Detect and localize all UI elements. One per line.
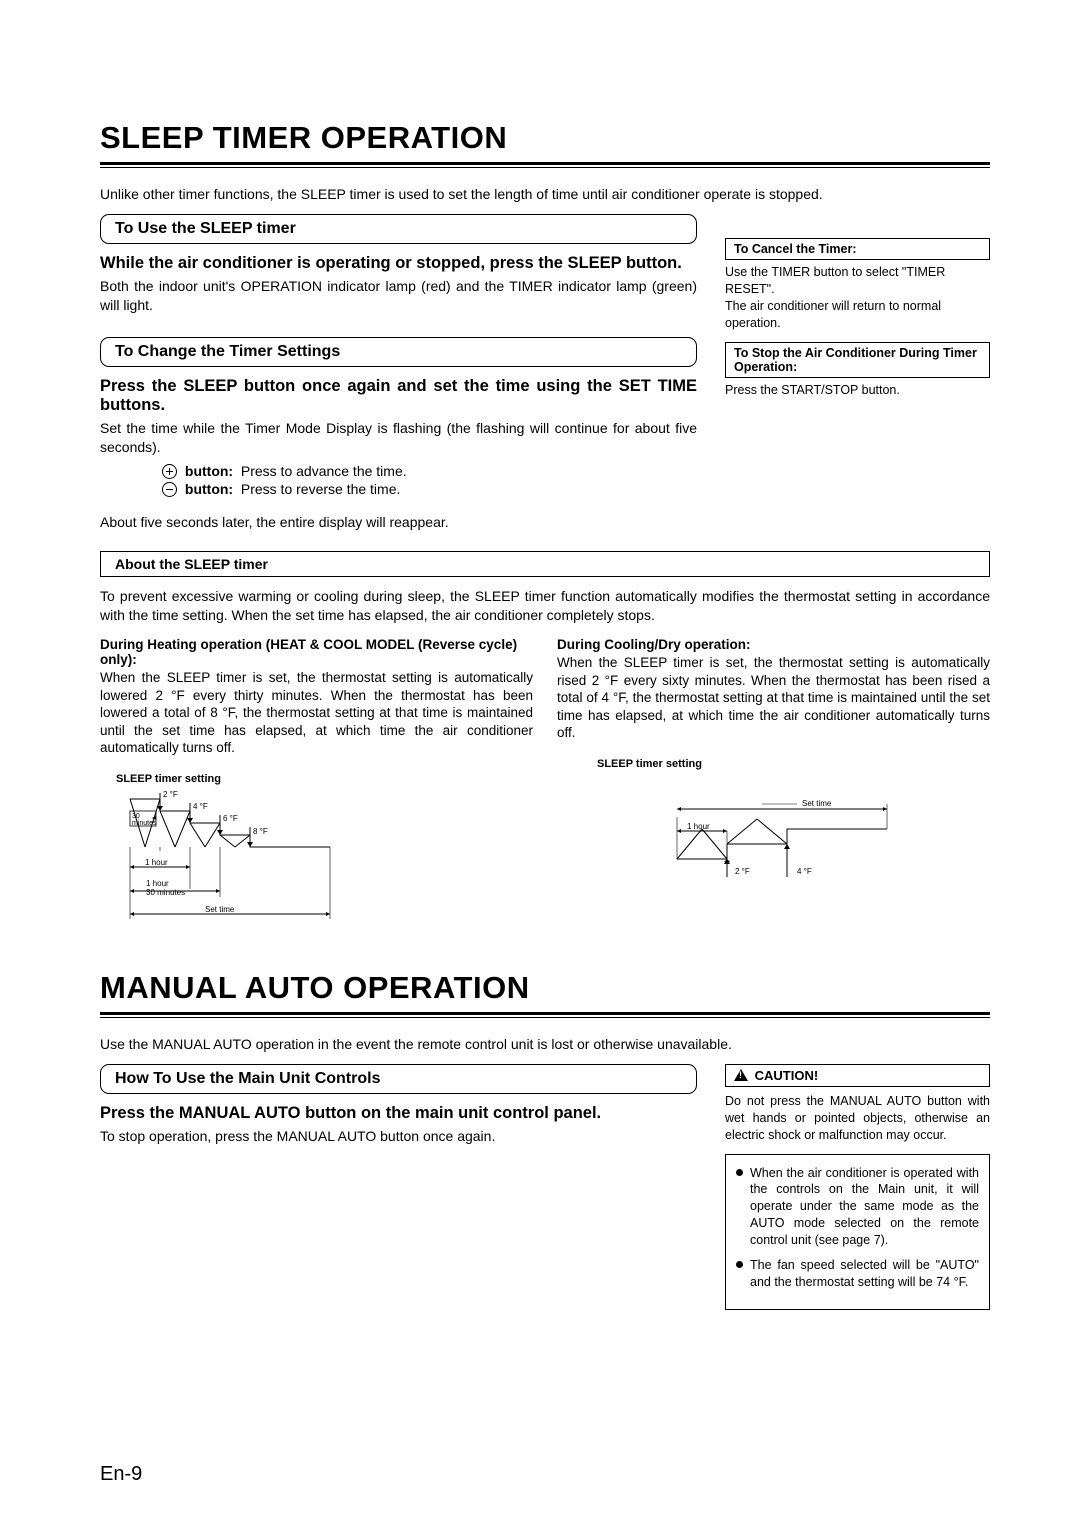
caution-text: Do not press the MANUAL AUTO button with… [725, 1093, 990, 1144]
heating-text: When the SLEEP timer is set, the thermos… [100, 669, 533, 757]
use-sleep-head: While the air conditioner is operating o… [100, 254, 697, 273]
svg-text:6 °F: 6 °F [223, 814, 238, 823]
svg-text:8 °F: 8 °F [253, 827, 268, 836]
plus-label: button: [185, 463, 233, 479]
plus-icon [162, 464, 177, 479]
cooling-column: During Cooling/Dry operation: When the S… [557, 637, 990, 934]
cooling-head: During Cooling/Dry operation: [557, 637, 990, 652]
cooling-diagram-label: SLEEP timer setting [597, 758, 990, 770]
note-item: When the air conditioner is operated wit… [736, 1165, 979, 1249]
sleep-intro: Unlike other timer functions, the SLEEP … [100, 186, 990, 202]
caution-label: CAUTION! [755, 1068, 819, 1083]
manual-section: MANUAL AUTO OPERATION Use the MANUAL AUT… [100, 970, 990, 1310]
change-tail: About five seconds later, the entire dis… [100, 513, 697, 532]
svg-text:minutes: minutes [132, 820, 157, 827]
change-timer-head: Press the SLEEP button once again and se… [100, 377, 697, 415]
cancel-timer-box: To Cancel the Timer: [725, 238, 990, 260]
notes-box: When the air conditioner is operated wit… [725, 1154, 990, 1310]
svg-text:Set time: Set time [205, 905, 235, 914]
svg-text:1 hour: 1 hour [145, 858, 168, 867]
heating-diagram: 2 °F 4 °F 6 °F 8 °F 30 minutes [100, 789, 360, 929]
plus-text: Press to advance the time. [241, 463, 407, 479]
stop-ac-box: To Stop the Air Conditioner During Timer… [725, 342, 990, 378]
change-timer-body: Set the time while the Timer Mode Displa… [100, 419, 697, 457]
sleep-section: SLEEP TIMER OPERATION Unlike other timer… [100, 120, 990, 934]
svg-text:2 °F: 2 °F [163, 790, 178, 799]
svg-text:4 °F: 4 °F [193, 802, 208, 811]
svg-text:30: 30 [132, 813, 140, 820]
change-timer-box: To Change the Timer Settings [100, 337, 697, 367]
heating-diagram-label: SLEEP timer setting [116, 773, 533, 785]
heating-column: During Heating operation (HEAT & COOL MO… [100, 637, 533, 934]
stop-ac-text: Press the START/STOP button. [725, 382, 990, 399]
svg-text:30 minutes: 30 minutes [146, 888, 185, 897]
heating-head: During Heating operation (HEAT & COOL MO… [100, 637, 533, 667]
manual-intro: Use the MANUAL AUTO operation in the eve… [100, 1036, 990, 1052]
title-rule-2 [100, 1012, 990, 1018]
svg-text:1 hour: 1 hour [146, 879, 169, 888]
svg-text:Set time: Set time [802, 799, 832, 808]
svg-text:1 hour: 1 hour [687, 822, 710, 831]
cooling-text: When the SLEEP timer is set, the thermos… [557, 654, 990, 742]
minus-icon [162, 482, 177, 497]
minus-label: button: [185, 481, 233, 497]
note-item: The fan speed selected will be "AUTO" an… [736, 1257, 979, 1291]
minus-button-line: button: Press to reverse the time. [162, 481, 697, 497]
svg-text:2 °F: 2 °F [735, 867, 750, 876]
page-number: En-9 [100, 1463, 142, 1486]
use-sleep-body: Both the indoor unit's OPERATION indicat… [100, 277, 697, 315]
minus-text: Press to reverse the time. [241, 481, 401, 497]
how-use-box: How To Use the Main Unit Controls [100, 1064, 697, 1094]
title-rule [100, 162, 990, 168]
caution-heading: CAUTION! [725, 1064, 990, 1087]
caution-icon [734, 1069, 748, 1081]
manual-title: MANUAL AUTO OPERATION [100, 970, 990, 1006]
about-sleep-intro: To prevent excessive warming or cooling … [100, 587, 990, 625]
plus-button-line: button: Press to advance the time. [162, 463, 697, 479]
about-sleep-box: About the SLEEP timer [100, 551, 990, 577]
use-sleep-box: To Use the SLEEP timer [100, 214, 697, 244]
how-use-body: To stop operation, press the MANUAL AUTO… [100, 1127, 697, 1146]
how-use-head: Press the MANUAL AUTO button on the main… [100, 1104, 697, 1123]
cancel-timer-text: Use the TIMER button to select "TIMER RE… [725, 264, 990, 332]
cooling-diagram: Set time 1 hour 2 °F 4 °F [657, 774, 917, 914]
sleep-title: SLEEP TIMER OPERATION [100, 120, 990, 156]
svg-text:4 °F: 4 °F [797, 867, 812, 876]
